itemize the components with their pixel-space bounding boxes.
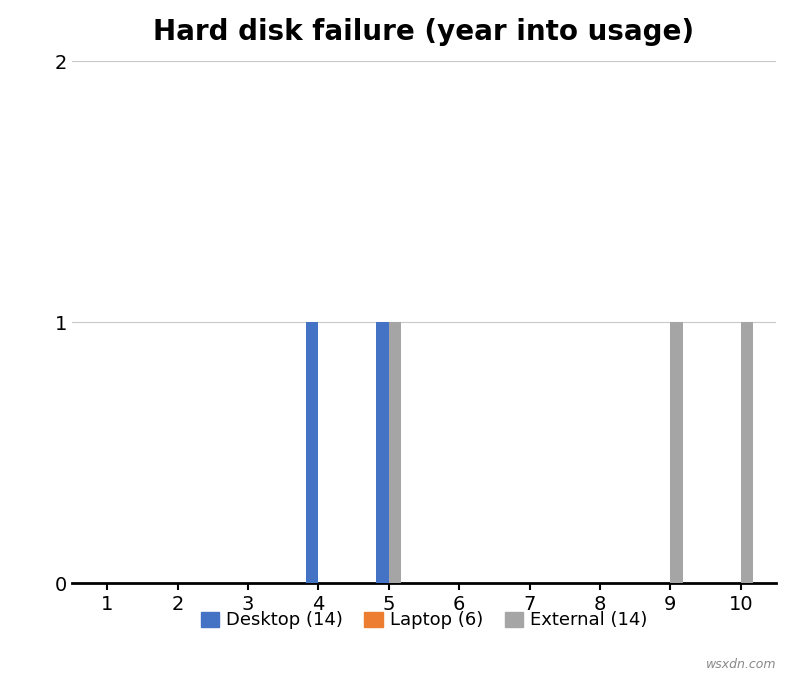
Legend: Desktop (14), Laptop (6), External (14): Desktop (14), Laptop (6), External (14) [194,604,654,637]
Text: wsxdn.com: wsxdn.com [706,658,776,671]
Bar [741,322,754,583]
Bar [389,322,402,583]
Title: Hard disk failure (year into usage): Hard disk failure (year into usage) [154,18,694,46]
Bar [306,322,318,583]
Bar [376,322,389,583]
Bar [670,322,683,583]
